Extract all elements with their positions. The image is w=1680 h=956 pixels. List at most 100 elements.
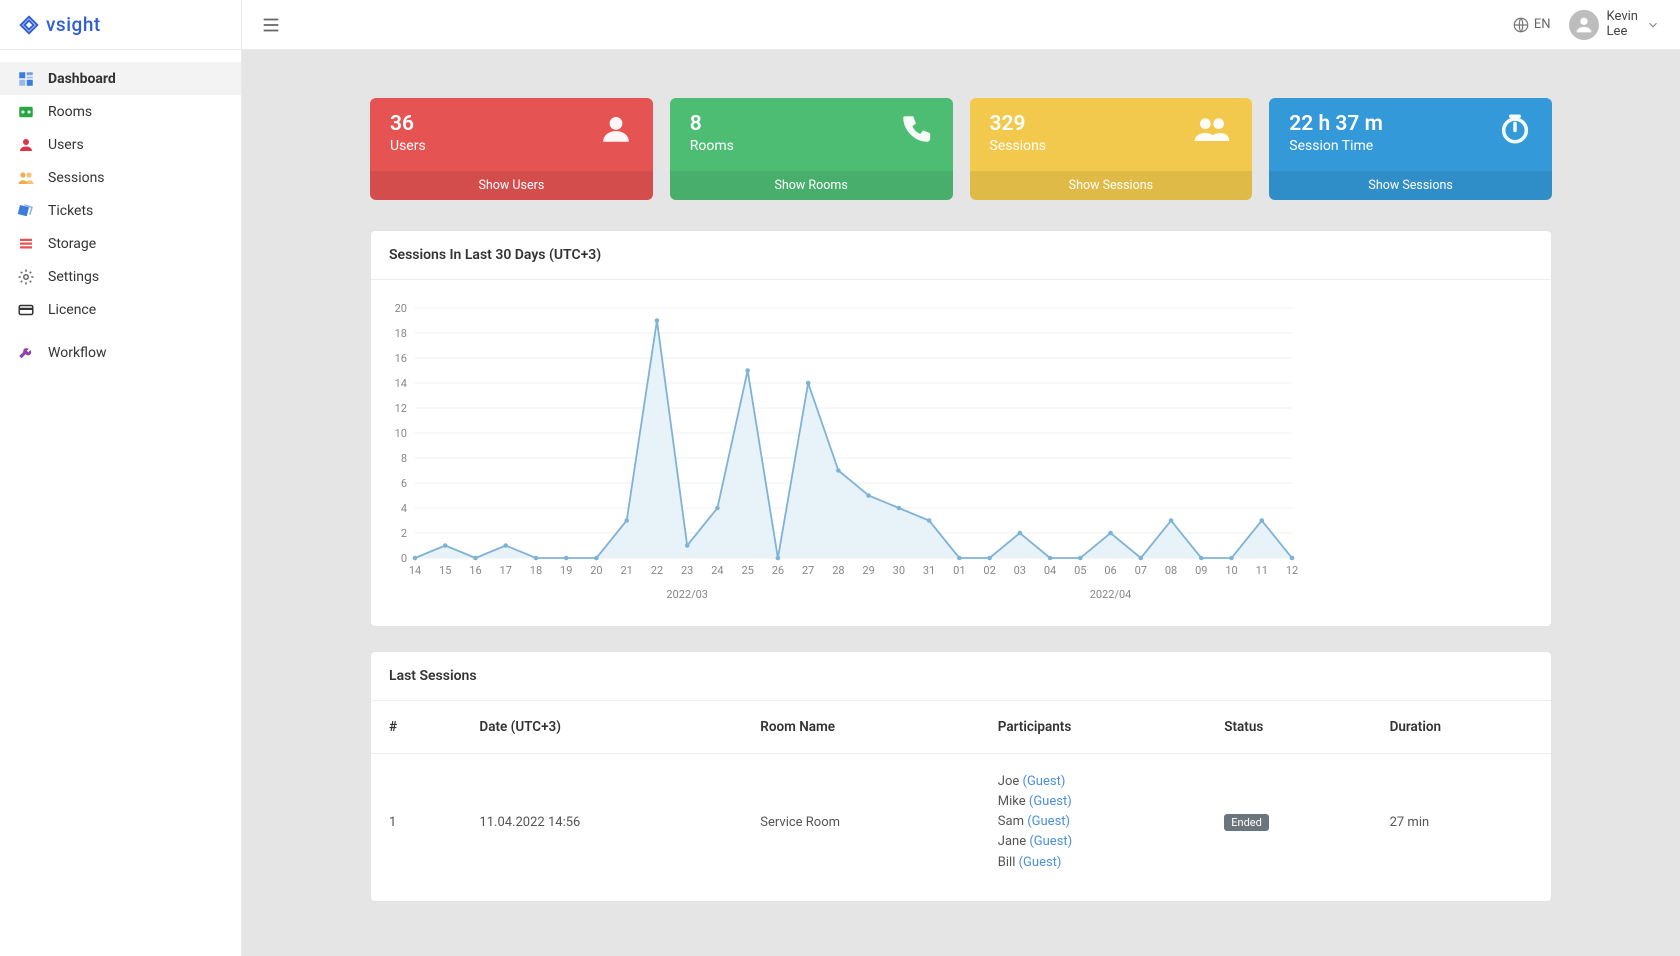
- sidebar-item-sessions[interactable]: Sessions: [0, 161, 241, 194]
- stat-cards: 36UsersShow Users 8 Rooms Show Rooms 329Sess…: [370, 98, 1552, 200]
- brand-logo-icon: [18, 14, 40, 36]
- svg-text:09: 09: [1195, 564, 1207, 577]
- person-icon: [599, 112, 633, 171]
- svg-text:14: 14: [409, 564, 421, 577]
- svg-text:10: 10: [1225, 564, 1237, 577]
- svg-text:23: 23: [681, 564, 693, 577]
- participant: Mike (Guest): [998, 792, 1189, 812]
- svg-text:17: 17: [500, 564, 512, 577]
- svg-text:22: 22: [651, 564, 663, 577]
- svg-text:07: 07: [1135, 564, 1147, 577]
- svg-text:03: 03: [1014, 564, 1026, 577]
- table-header: #: [371, 701, 461, 754]
- stat-value: 8: [690, 112, 734, 136]
- sidebar-item-storage[interactable]: Storage: [0, 227, 241, 260]
- stat-card-sessions: 329SessionsShow Sessions: [970, 98, 1253, 200]
- svg-text:25: 25: [741, 564, 753, 577]
- sessions-chart: 0246810121416182014151617181920212223242…: [377, 298, 1302, 608]
- svg-text:2: 2: [401, 527, 407, 540]
- cell-room: Service Room: [742, 754, 980, 891]
- phone-icon: [899, 112, 933, 171]
- sidebar-item-dashboard[interactable]: Dashboard: [0, 62, 241, 95]
- user-menu[interactable]: Kevin Lee: [1569, 10, 1660, 40]
- timer-icon: [1498, 112, 1532, 171]
- gear-icon: [16, 267, 36, 287]
- stat-card-session-time: 22 h 37 m Session Time Show Sessions: [1269, 98, 1552, 200]
- hamburger-icon: [260, 14, 282, 36]
- svg-text:4: 4: [401, 502, 407, 515]
- user-icon: [16, 135, 36, 155]
- table-header: Room Name: [742, 701, 980, 754]
- stat-label: Rooms: [690, 138, 734, 154]
- svg-text:16: 16: [395, 352, 407, 365]
- svg-text:6: 6: [401, 477, 407, 490]
- menu-toggle-button[interactable]: [260, 14, 282, 36]
- svg-text:14: 14: [395, 377, 407, 390]
- svg-text:16: 16: [469, 564, 481, 577]
- globe-icon: [1512, 16, 1530, 34]
- stat-card-link[interactable]: Show Sessions: [1269, 171, 1552, 200]
- participant: Joe (Guest): [998, 772, 1189, 792]
- card-icon: [16, 300, 36, 320]
- sidebar-item-settings[interactable]: Settings: [0, 260, 241, 293]
- table-row: 111.04.2022 14:56Service RoomJoe (Guest)…: [371, 754, 1551, 891]
- sidebar-item-label: Licence: [48, 302, 96, 318]
- avatar: [1569, 10, 1599, 40]
- user-name: Kevin Lee: [1607, 10, 1638, 40]
- topbar: EN Kevin Lee: [242, 0, 1680, 50]
- participant: Bill (Guest): [998, 853, 1189, 873]
- sidebar: vsight Dashboard Rooms Users SessionsTicket…: [0, 0, 242, 956]
- stat-label: Session Time: [1289, 138, 1383, 154]
- svg-text:26: 26: [772, 564, 784, 577]
- language-selector[interactable]: EN: [1512, 16, 1551, 34]
- sidebar-item-label: Rooms: [48, 104, 92, 120]
- table-header: Duration: [1372, 701, 1551, 754]
- sidebar-item-rooms[interactable]: Rooms: [0, 95, 241, 128]
- dashboard-icon: [16, 69, 36, 89]
- status-badge: Ended: [1224, 814, 1269, 831]
- people-icon: [1192, 112, 1232, 171]
- svg-text:18: 18: [530, 564, 542, 577]
- sidebar-item-label: Users: [48, 137, 84, 153]
- svg-text:15: 15: [439, 564, 451, 577]
- sidebar-item-tickets[interactable]: Tickets: [0, 194, 241, 227]
- sessions-chart-panel: Sessions In Last 30 Days (UTC+3) 0246810…: [370, 230, 1552, 627]
- svg-text:04: 04: [1044, 564, 1056, 577]
- sessions-icon: [16, 168, 36, 188]
- brand[interactable]: vsight: [0, 0, 241, 50]
- sidebar-item-workflow[interactable]: Workflow: [0, 336, 241, 369]
- stat-card-link[interactable]: Show Sessions: [970, 171, 1253, 200]
- sidebar-nav: Dashboard Rooms Users SessionsTicketsStorag…: [0, 50, 241, 369]
- stat-value: 36: [390, 112, 426, 136]
- chevron-down-icon: [1646, 18, 1660, 32]
- sidebar-item-licence[interactable]: Licence: [0, 293, 241, 326]
- participant: Jane (Guest): [998, 832, 1189, 852]
- svg-text:28: 28: [832, 564, 844, 577]
- sidebar-item-label: Dashboard: [48, 71, 116, 87]
- language-code: EN: [1534, 17, 1551, 32]
- storage-icon: [16, 234, 36, 254]
- brand-name: vsight: [46, 13, 101, 36]
- svg-text:19: 19: [560, 564, 572, 577]
- svg-text:30: 30: [893, 564, 905, 577]
- stat-card-users: 36UsersShow Users: [370, 98, 653, 200]
- chart-title: Sessions In Last 30 Days (UTC+3): [371, 231, 1551, 280]
- stat-card-link[interactable]: Show Users: [370, 171, 653, 200]
- svg-text:2022/04: 2022/04: [1090, 588, 1132, 601]
- svg-text:12: 12: [395, 402, 407, 415]
- sidebar-item-users[interactable]: Users: [0, 128, 241, 161]
- stat-value: 22 h 37 m: [1289, 112, 1383, 136]
- svg-text:08: 08: [1165, 564, 1177, 577]
- wrench-icon: [16, 343, 36, 363]
- cell-duration: 27 min: [1372, 754, 1551, 891]
- svg-text:24: 24: [711, 564, 723, 577]
- stat-card-rooms: 8 Rooms Show Rooms: [670, 98, 953, 200]
- stat-card-link[interactable]: Show Rooms: [670, 171, 953, 200]
- svg-text:05: 05: [1074, 564, 1086, 577]
- table-header: Status: [1206, 701, 1371, 754]
- avatar-icon: [1573, 14, 1595, 36]
- table-header: Participants: [980, 701, 1207, 754]
- cell-date: 11.04.2022 14:56: [461, 754, 742, 891]
- svg-text:10: 10: [395, 427, 407, 440]
- svg-text:21: 21: [621, 564, 633, 577]
